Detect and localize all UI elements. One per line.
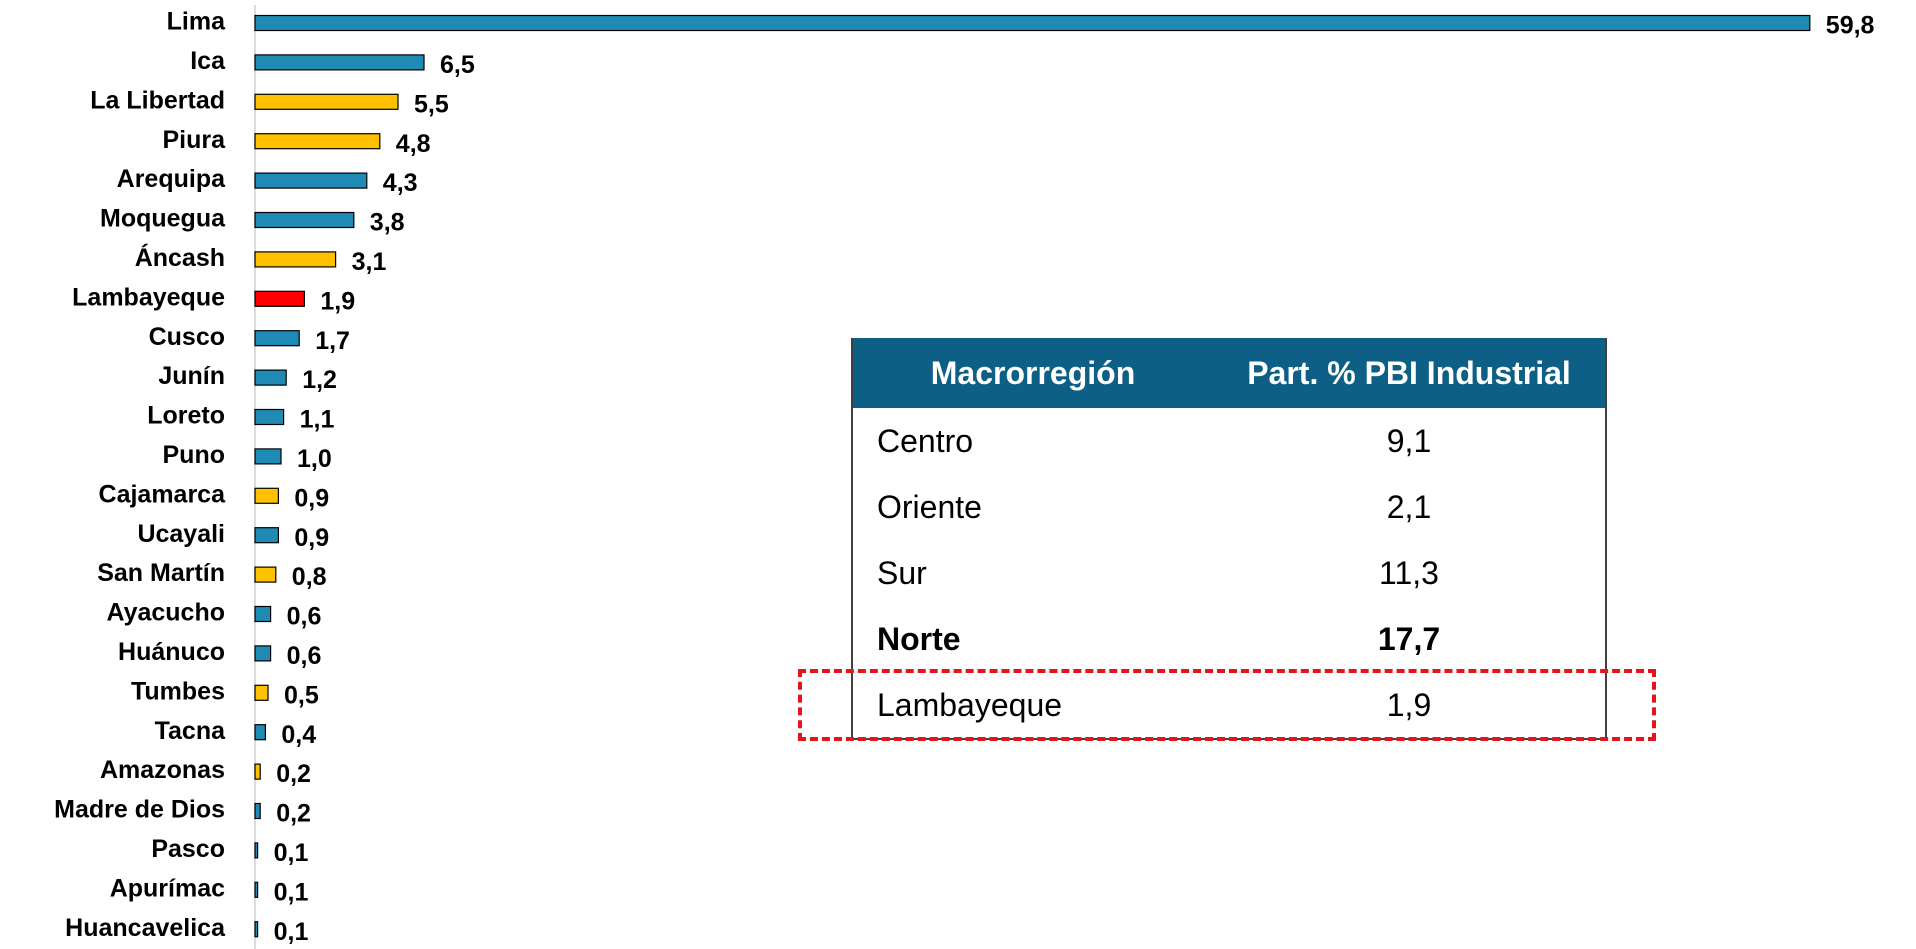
category-label: Áncash — [135, 243, 225, 272]
bar — [254, 14, 1811, 32]
category-label: Lima — [167, 8, 226, 36]
value-label: 0,1 — [274, 839, 309, 867]
bar — [254, 211, 355, 229]
category-label: Amazonas — [100, 756, 225, 784]
table-row: Norte 17,7 — [853, 606, 1605, 672]
value-label: 0,9 — [294, 484, 329, 512]
bar — [254, 251, 337, 268]
table-row: Lambayeque 1,9 — [853, 672, 1605, 738]
category-label: Ayacucho — [106, 599, 225, 627]
table-row: Sur 11,3 — [853, 540, 1605, 606]
value-label: 3,8 — [370, 209, 405, 237]
value-label: 0,2 — [276, 800, 311, 828]
cell: 11,3 — [1379, 554, 1439, 591]
value-label: 59,8 — [1826, 12, 1875, 40]
category-label: Cusco — [149, 323, 225, 351]
bar — [254, 605, 272, 623]
cell: 1,9 — [1386, 686, 1432, 723]
bar — [254, 802, 261, 820]
category-label: Madre de Dios — [54, 796, 225, 824]
value-label: 5,5 — [414, 90, 449, 118]
value-label: 4,3 — [383, 169, 418, 197]
cell: Centro — [877, 422, 974, 459]
cell: 17,7 — [1377, 620, 1441, 657]
category-label: Moquegua — [100, 205, 226, 233]
bar — [254, 54, 425, 71]
bar — [254, 724, 266, 741]
value-label: 3,1 — [352, 248, 387, 276]
category-label: Apurímac — [110, 874, 225, 902]
table-row: Oriente 2,1 — [853, 474, 1605, 540]
bar — [254, 527, 279, 544]
category-label: Huancavelica — [65, 914, 226, 942]
cell: Sur — [877, 554, 927, 591]
bar — [254, 566, 277, 583]
bar — [254, 881, 259, 898]
value-label: 0,2 — [276, 760, 311, 788]
category-label: Huánuco — [118, 638, 225, 666]
table-header: Macrorregión Part. % PBI Industrial — [853, 338, 1605, 408]
cell: 9,1 — [1386, 422, 1432, 459]
value-label: 6,5 — [440, 51, 475, 79]
bar — [254, 448, 282, 465]
category-label: Ica — [190, 47, 226, 75]
header-cell: Macrorregión — [930, 354, 1136, 391]
category-label: Junín — [158, 362, 225, 390]
category-label: Tumbes — [131, 677, 225, 705]
category-label: Arequipa — [117, 165, 226, 193]
bar — [254, 487, 279, 504]
category-label: Lambayeque — [72, 283, 225, 311]
value-label: 1,2 — [302, 366, 337, 394]
bar — [254, 763, 261, 780]
category-label: Cajamarca — [99, 480, 227, 508]
bar — [254, 921, 259, 938]
bar — [254, 842, 259, 859]
value-label: 0,9 — [294, 524, 329, 552]
value-label: 1,0 — [297, 445, 332, 473]
cell: Norte — [877, 620, 961, 657]
bar — [254, 330, 300, 347]
bar — [254, 408, 285, 426]
bar — [254, 290, 306, 307]
value-label: 0,5 — [284, 681, 319, 709]
bar — [254, 133, 381, 150]
header-cell: Part. % PBI Industrial — [1247, 354, 1571, 391]
highlight-box — [798, 669, 1656, 741]
cell: Oriente — [877, 488, 982, 525]
category-label: Pasco — [151, 835, 225, 863]
value-label: 1,1 — [300, 406, 335, 434]
table-row: Centro 9,1 — [853, 408, 1605, 474]
category-label: Loreto — [147, 402, 225, 430]
value-label: 0,1 — [274, 878, 309, 906]
category-label: Puno — [163, 441, 226, 469]
table: Macrorregión Part. % PBI Industrial Cent… — [851, 338, 1607, 740]
value-label: 0,1 — [274, 918, 309, 946]
value-label: 0,4 — [281, 721, 316, 749]
value-label: 0,6 — [287, 642, 322, 670]
value-label: 4,8 — [396, 130, 431, 158]
category-label: Tacna — [155, 717, 226, 745]
bar — [254, 684, 269, 701]
bar — [254, 369, 287, 386]
cell: Lambayeque — [877, 686, 1063, 723]
value-label: 1,9 — [320, 287, 355, 315]
category-label: Piura — [162, 126, 226, 154]
bar — [254, 645, 272, 662]
value-label: 0,6 — [287, 603, 322, 631]
value-label: 0,8 — [292, 563, 327, 591]
category-label: La Libertad — [90, 86, 225, 114]
category-label: Ucayali — [137, 520, 225, 548]
category-label: San Martín — [97, 559, 225, 587]
cell: 2,1 — [1386, 488, 1432, 525]
value-label: 1,7 — [315, 327, 350, 355]
bar — [254, 93, 399, 110]
bar — [254, 172, 368, 189]
